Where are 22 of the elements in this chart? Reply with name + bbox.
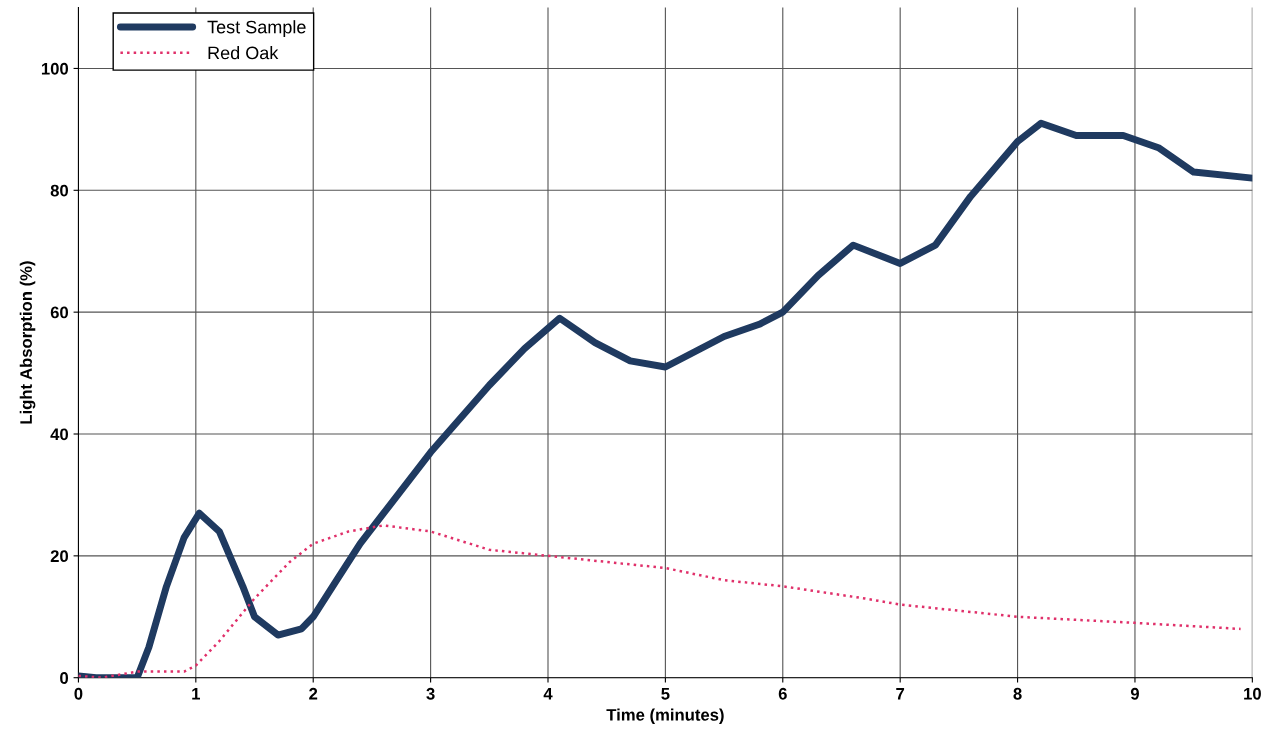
y-tick-label: 100 <box>41 62 69 75</box>
x-tick-label: 8 <box>1013 687 1022 700</box>
y-tick-label: 60 <box>50 306 69 319</box>
y-tick-label: 0 <box>60 672 69 684</box>
x-tick-label: 6 <box>778 687 787 700</box>
y-tick-label: 20 <box>50 550 69 563</box>
x-tick-label: 3 <box>426 687 435 700</box>
x-tick-label: 7 <box>896 688 905 700</box>
legend-label: Red Oak <box>208 46 279 60</box>
x-tick-label: 1 <box>192 688 200 700</box>
y-tick-label: 80 <box>50 184 69 197</box>
x-tick-label: 0 <box>74 687 83 700</box>
x-tick-label: 5 <box>661 688 670 700</box>
x-axis-title: Time (minutes) <box>606 708 724 725</box>
y-axis-title: Light Absorption (%) <box>19 261 36 424</box>
x-tick-label: 9 <box>1130 687 1139 700</box>
line-series <box>78 524 1242 678</box>
x-tick-label: 2 <box>309 687 318 700</box>
y-tick-label: 40 <box>50 428 69 441</box>
legend-label: Test Sample <box>207 20 306 37</box>
x-tick-label: 4 <box>543 688 553 700</box>
x-tick-label: 10 <box>1244 687 1261 700</box>
